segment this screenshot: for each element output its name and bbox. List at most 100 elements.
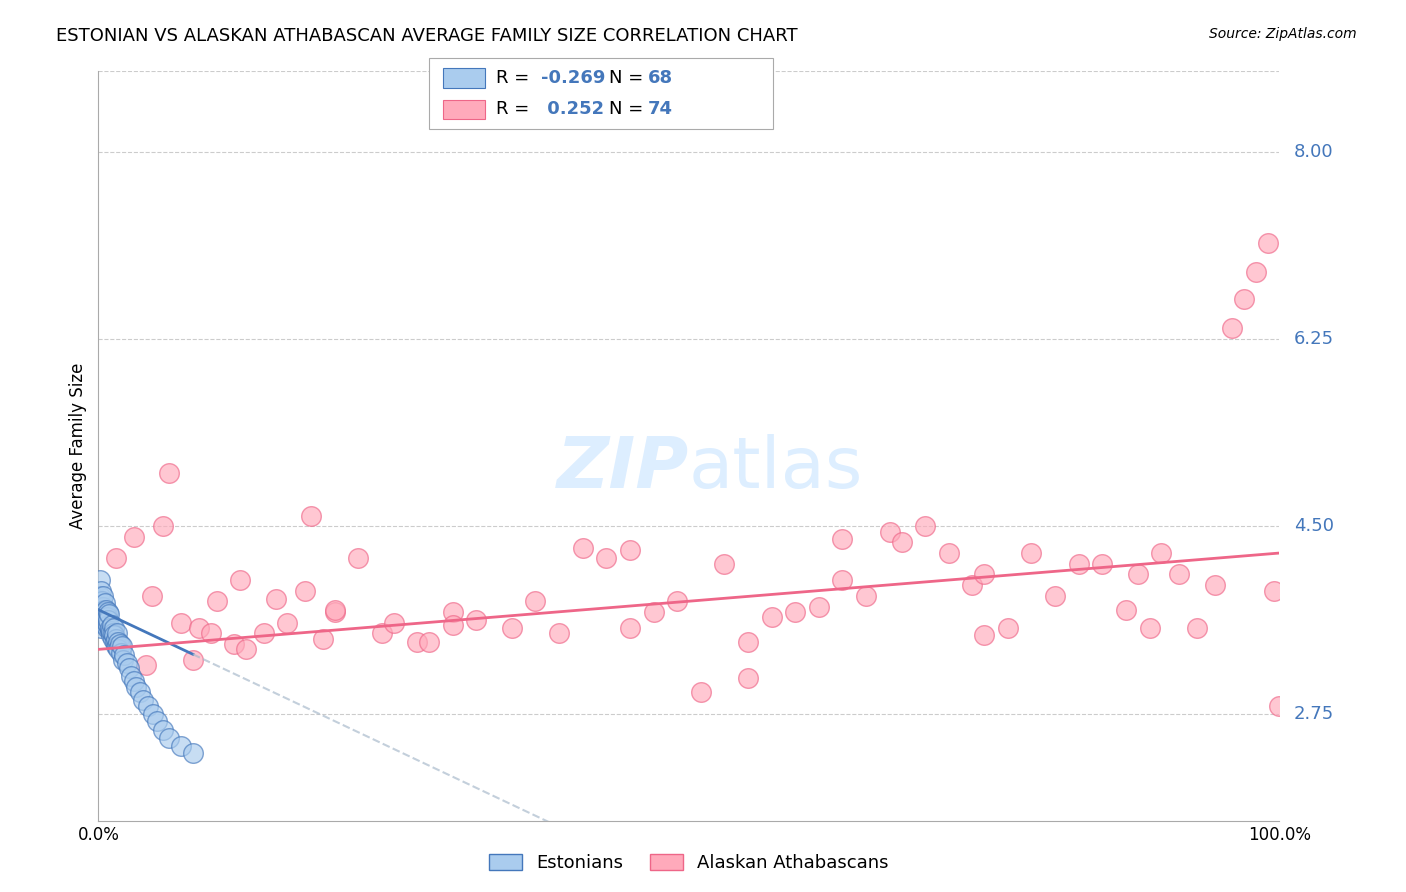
Point [299,508,322,523]
Point [98,607,121,621]
Point [347,551,370,566]
Point [93,589,115,603]
Point [94,607,117,621]
Point [96,610,118,624]
Point [105,551,128,566]
Point [737,671,759,685]
Point [524,594,547,608]
Point [890,535,912,549]
Point [938,546,960,560]
Point [105,639,128,653]
Point [1168,567,1191,582]
Text: 74: 74 [648,101,673,119]
Point [115,657,138,671]
Point [1257,235,1279,250]
Point [229,573,252,587]
Point [122,674,145,689]
Point [96,615,118,630]
Point [90,583,112,598]
Point [1139,621,1161,635]
Point [132,692,155,706]
Point [571,541,593,555]
Point [101,617,124,632]
Point [90,599,112,614]
Point [103,626,125,640]
Point [181,653,204,667]
Point [1263,583,1285,598]
Point [97,614,120,628]
Point [98,624,121,639]
Point [441,605,464,619]
Point [105,626,128,640]
Point [1244,264,1267,278]
Point [90,621,112,635]
Text: 0.252: 0.252 [541,101,605,119]
Text: ESTONIAN VS ALASKAN ATHABASCAN AVERAGE FAMILY SIZE CORRELATION CHART: ESTONIAN VS ALASKAN ATHABASCAN AVERAGE F… [56,27,797,45]
Point [110,646,132,660]
Text: ZIP: ZIP [557,434,689,503]
Point [323,605,346,619]
Text: 6.25: 6.25 [1294,330,1334,348]
Point [89,573,111,587]
Point [90,610,112,624]
Point [1091,557,1114,571]
Text: N =: N = [609,101,648,119]
Point [737,635,759,649]
Point [135,658,157,673]
Point [98,621,121,635]
Text: atlas: atlas [689,434,863,503]
Point [96,603,118,617]
Point [501,621,523,635]
Point [294,583,316,598]
Point [104,639,127,653]
Point [100,628,122,642]
Point [111,639,134,653]
Point [666,594,689,608]
Point [107,635,129,649]
Point [152,519,174,533]
Point [152,723,174,737]
Point [94,617,117,632]
Point [128,685,150,699]
Point [118,660,141,674]
Point [619,621,641,635]
Text: 68: 68 [648,69,673,87]
Point [104,635,127,649]
Point [418,635,440,649]
Point [93,607,115,621]
Point [235,642,257,657]
Point [141,589,163,603]
Point [595,551,617,566]
Text: Source: ZipAtlas.com: Source: ZipAtlas.com [1209,27,1357,41]
Legend: Estonians, Alaskan Athabascans: Estonians, Alaskan Athabascans [482,847,896,879]
Text: R =: R = [496,101,541,119]
Point [157,466,180,480]
Point [807,599,830,614]
Point [157,731,180,746]
Point [93,596,115,610]
Point [831,573,853,587]
Point [89,599,111,614]
Point [371,626,394,640]
Point [1126,567,1149,582]
Point [97,605,120,619]
Point [973,567,995,582]
Text: R =: R = [496,69,536,87]
Point [1185,621,1208,635]
Point [108,637,131,651]
Text: 2.75: 2.75 [1294,705,1334,723]
Point [112,648,135,662]
Point [713,557,735,571]
Point [93,603,115,617]
Point [312,632,335,646]
Point [548,626,571,640]
Point [90,605,112,619]
Point [170,739,193,753]
Point [962,578,984,592]
Point [122,530,145,544]
Point [94,605,117,619]
Point [146,714,169,728]
Point [103,621,125,635]
Point [91,615,114,630]
Point [441,617,464,632]
